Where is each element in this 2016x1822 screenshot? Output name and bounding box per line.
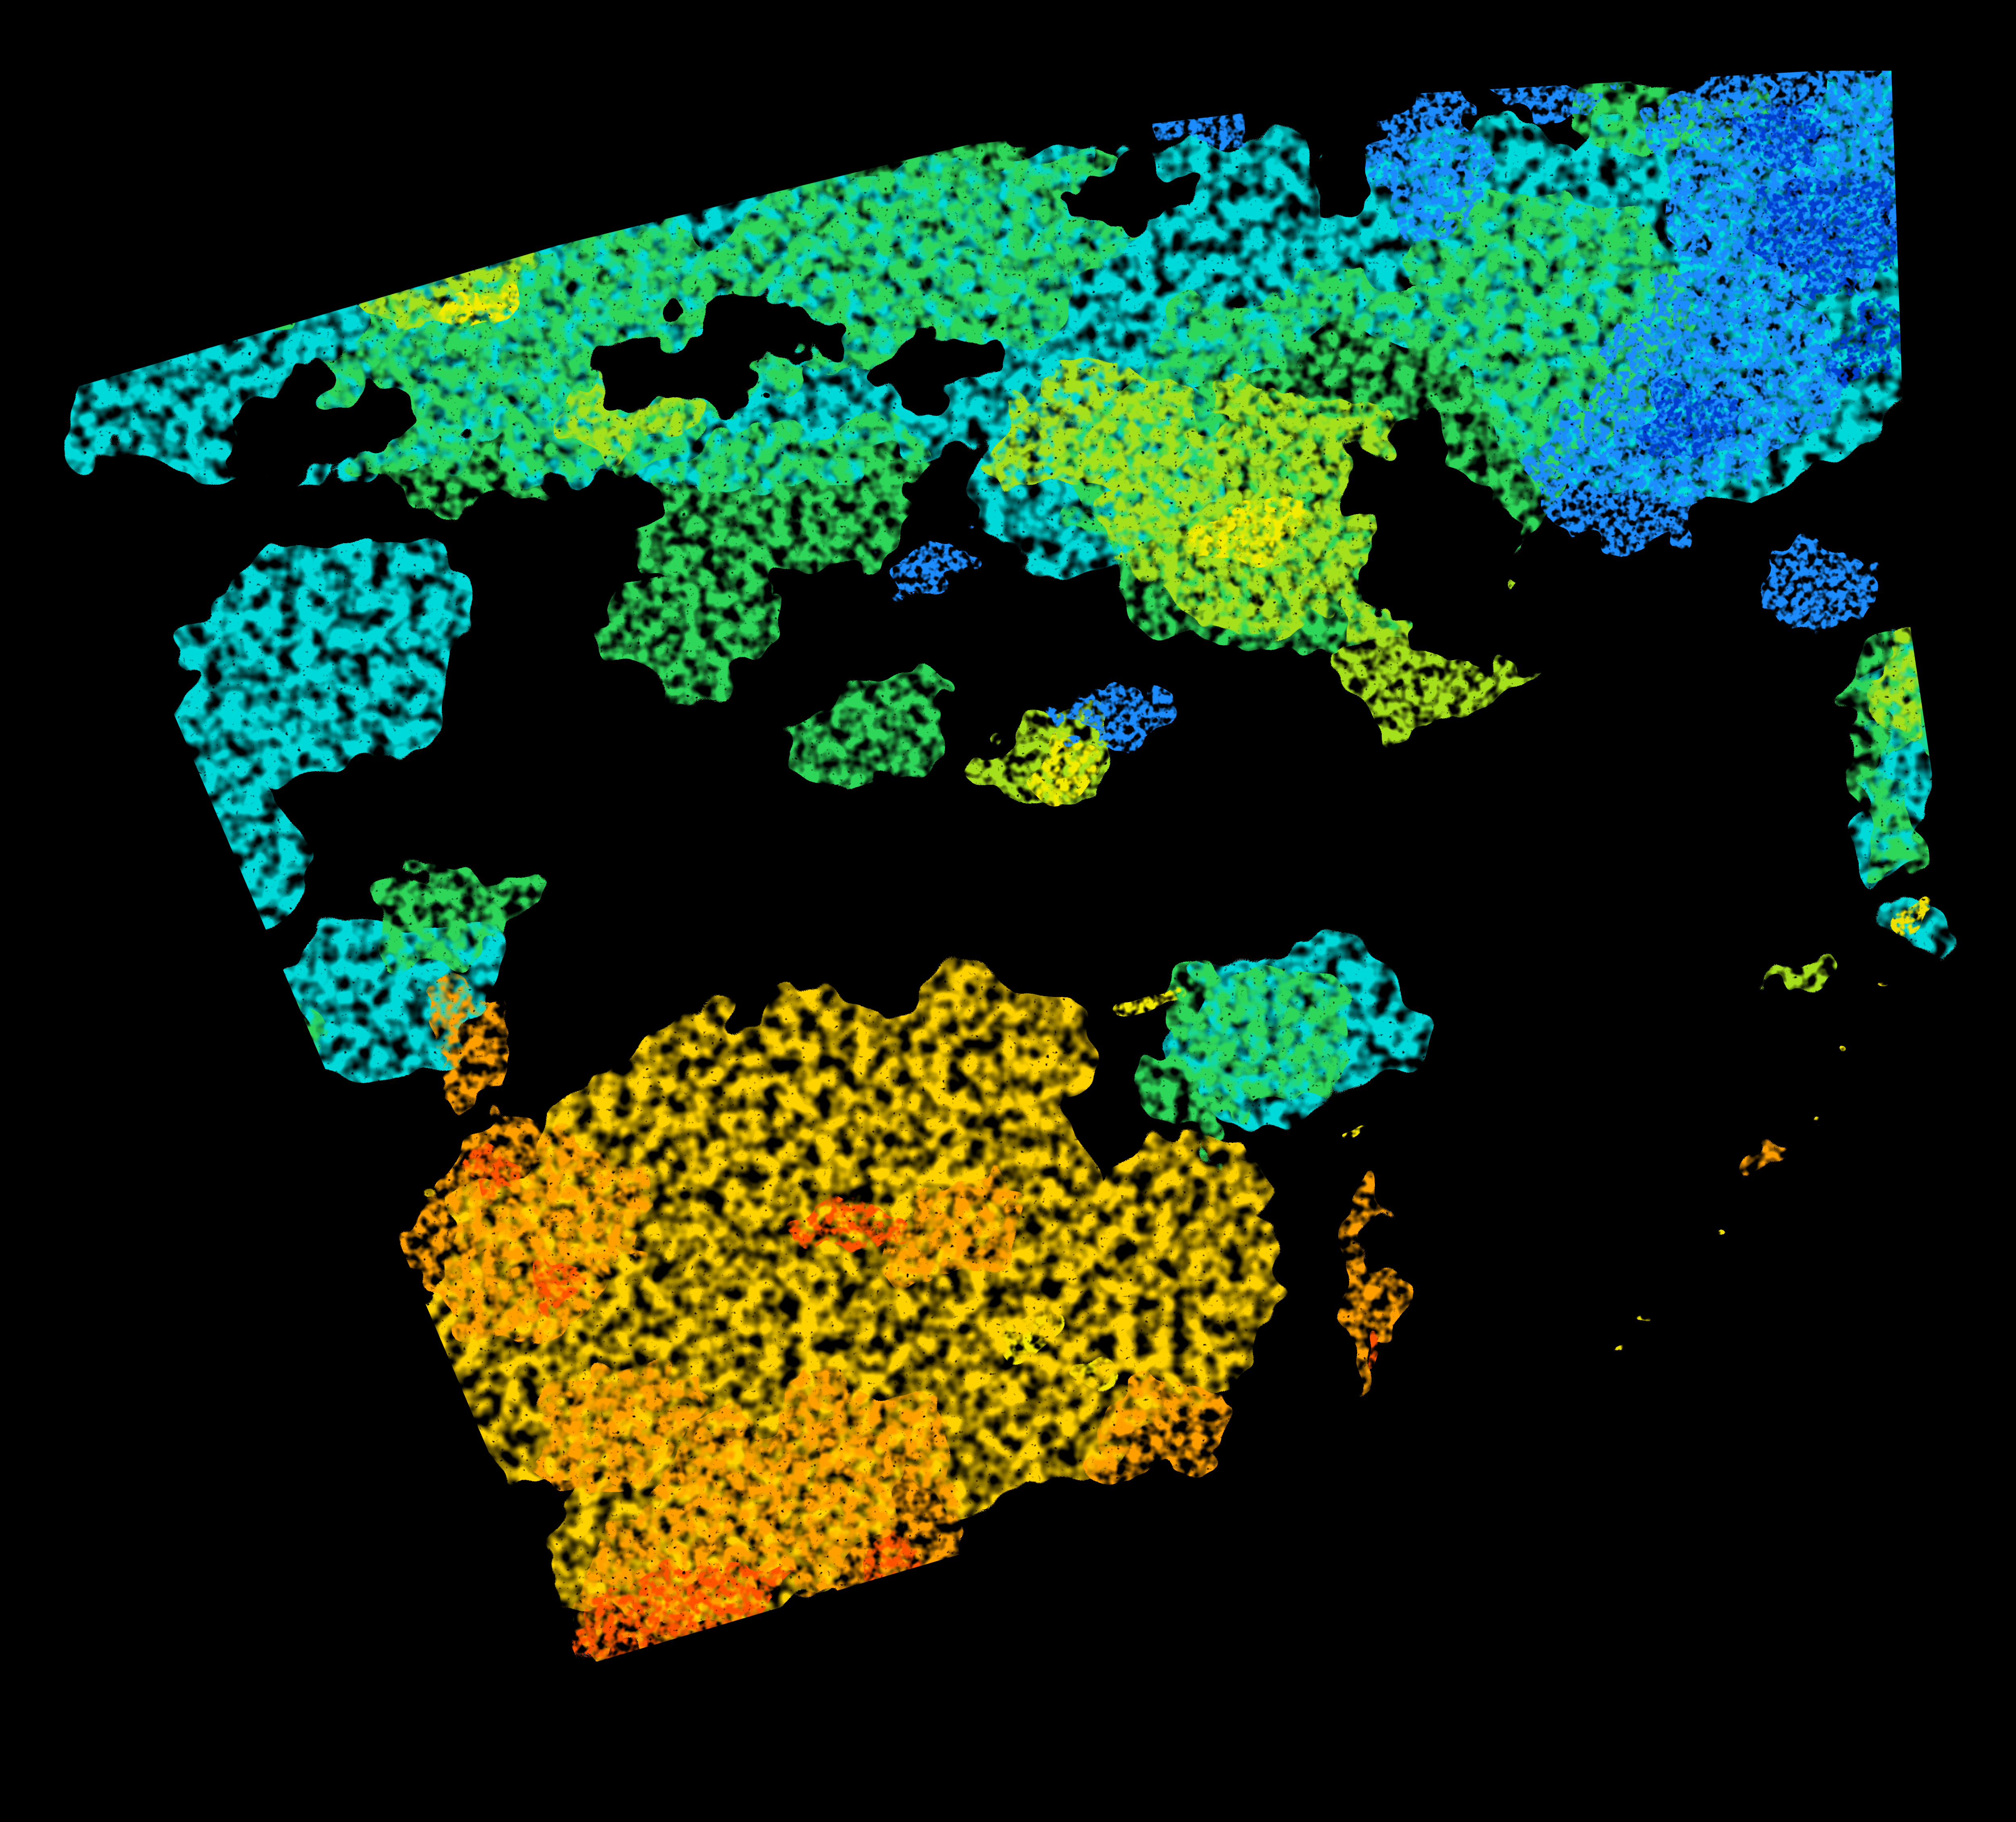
false-color-swath-image [0,0,2016,1822]
satellite-swath-screenshot [0,0,2016,1822]
